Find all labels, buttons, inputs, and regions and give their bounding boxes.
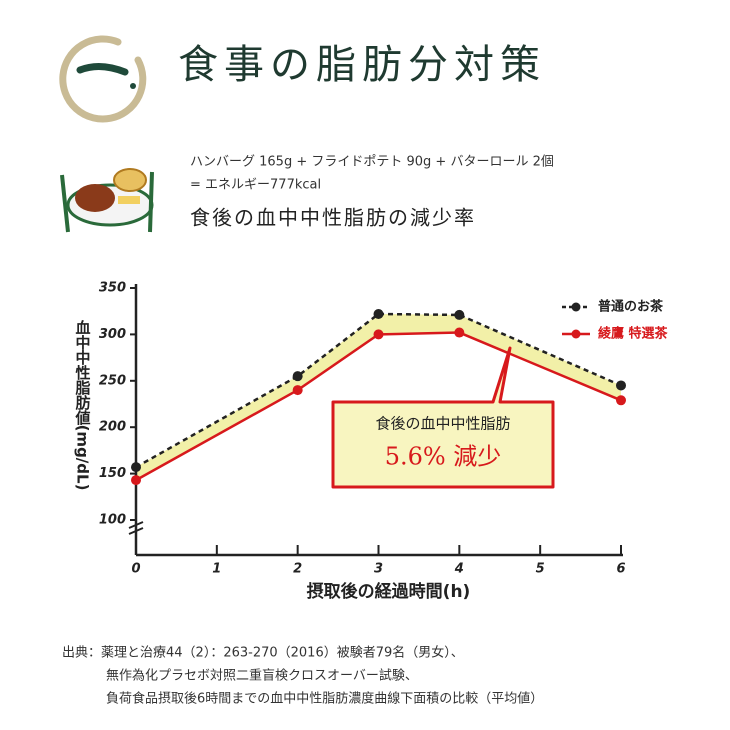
x-axis-title: 摂取後の経過時間(h)	[307, 581, 471, 602]
source-line: 無作為化プラセボ対照二重盲検クロスオーバー試験、	[106, 668, 418, 684]
x-tick-label: 4	[454, 562, 464, 577]
chart-subtitle: 食後の血中中性脂肪の減少率	[190, 206, 476, 230]
meal-energy: = エネルギー777kcal	[190, 178, 321, 193]
data-point	[292, 371, 303, 382]
data-point	[454, 327, 465, 338]
legend-label: 普通のお茶	[598, 299, 664, 315]
x-tick-label: 5	[536, 562, 545, 577]
legend-label: 綾鷹 特選茶	[598, 326, 669, 342]
legend-marker	[571, 302, 581, 312]
source-line: 負荷食品摂取後6時間までの血中中性脂肪濃度曲線下面積の比較（平均値）	[106, 691, 543, 707]
x-tick-label: 6	[616, 562, 625, 577]
data-point	[131, 475, 141, 486]
y-tick-label: 350	[99, 281, 126, 296]
y-tick-label: 100	[99, 513, 126, 528]
data-point	[454, 309, 465, 320]
callout-value: 5.6% 減少	[385, 443, 502, 471]
x-tick-label: 1	[212, 562, 221, 577]
data-point	[373, 308, 384, 319]
series-line	[135, 312, 622, 469]
data-point	[616, 380, 626, 391]
y-tick-label: 150	[99, 466, 126, 481]
source-line: 出典：薬理と治療44（2）：263-270（2016）被験者79名（男女）、	[62, 645, 464, 661]
y-tick-label: 300	[99, 327, 126, 342]
data-point	[616, 395, 626, 406]
y-axis-title: 血中中性脂肪値(mg/dL)	[74, 319, 92, 491]
x-tick-label: 3	[374, 562, 383, 577]
data-point	[292, 385, 303, 396]
meal-line: ハンバーグ 165g + フライドポテト 90g + バターロール 2個	[190, 155, 554, 170]
data-point	[373, 329, 384, 340]
callout: 食後の血中中性脂肪 5.6% 減少	[331, 346, 555, 489]
y-tick-label: 250	[99, 373, 126, 388]
plot: 100 150 200 250 300 350 0 1 2 3 4 5 6 摂取後の経過時間(h) 血中中性…	[74, 281, 669, 603]
x-tick-label: 2	[293, 562, 302, 577]
data-point	[131, 462, 141, 473]
x-tick-label: 0	[131, 562, 140, 577]
y-tick-label: 200	[99, 420, 126, 435]
page-title: 食事の脂肪分対策	[178, 42, 546, 88]
logo	[59, 35, 147, 123]
legend-marker	[571, 329, 581, 339]
food-icon	[60, 168, 154, 233]
callout-label: 食後の血中中性脂肪	[375, 415, 510, 433]
axis-break	[128, 521, 144, 535]
